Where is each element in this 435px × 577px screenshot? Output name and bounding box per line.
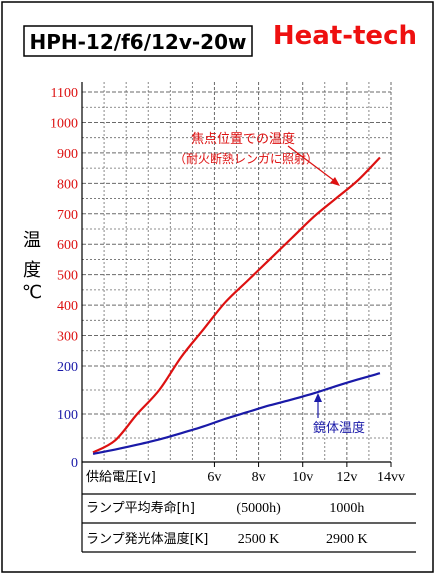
series-line-body-temperature (92, 372, 381, 455)
table-cell: 2500 K (238, 532, 280, 547)
y-axis-label: 温度℃ (22, 230, 42, 303)
model-title-box (23, 25, 253, 57)
y-tick-label: 1000 (50, 116, 78, 131)
x-tick-label: 14vv (377, 470, 405, 485)
annotations: 焦点位置での温度 （耐火断熱レンガに照射） 鏡体温度 (174, 131, 365, 436)
y-axis-label-char: 度 (23, 260, 41, 281)
series-label-body-temperature: 鏡体温度 (313, 420, 365, 436)
x-tick-label: 12v (336, 470, 357, 485)
y-tick-label: 1100 (51, 86, 78, 101)
table-row-label: 供給電圧[v] (86, 470, 156, 485)
y-tick-label: 700 (57, 208, 78, 223)
x-tick-label: 10v (292, 470, 313, 485)
y-tick-label: 400 (57, 299, 78, 314)
brand-logo-text: Heat-tech (273, 21, 417, 51)
series-sublabel-focus-temperature: （耐火断熱レンガに照射） (174, 151, 318, 166)
series-lines (92, 156, 381, 455)
bottom-table: 供給電圧[v] 6v 8v 10v 12v 14vv ランプ平均寿命[h] (5000h) 10… (81, 462, 416, 553)
table-row-label: ランプ平均寿命[h] (86, 500, 195, 516)
y-tick-label: 300 (57, 330, 78, 345)
annotation-arrowhead (314, 393, 322, 402)
axes (81, 82, 391, 463)
y-tick-label: 0 (71, 456, 78, 471)
y-axis-label-char: 温 (23, 230, 41, 251)
annotation-arrow-line (287, 145, 337, 183)
y-tick-label: 900 (57, 147, 78, 162)
y-tick-label: 600 (57, 238, 78, 253)
annotation-arrowhead (330, 177, 340, 186)
y-axis-label-char: ℃ (22, 282, 42, 303)
y-tick-label: 100 (57, 408, 78, 423)
y-tick-label: 200 (57, 360, 78, 375)
series-line-focus-temperature (92, 156, 381, 454)
grid-lines (82, 82, 392, 462)
y-tick-label: 500 (57, 269, 78, 284)
table-cell: 2900 K (326, 532, 368, 547)
table-cell: 1000h (329, 501, 364, 516)
table-cell: (5000h) (236, 501, 281, 516)
series-label-focus-temperature: 焦点位置での温度 (191, 131, 295, 147)
model-title: HPH-12/f6/12v-20w (30, 30, 247, 54)
y-tick-label: 800 (57, 177, 78, 192)
x-tick-label: 6v (207, 470, 221, 485)
x-tick-label: 8v (252, 470, 266, 485)
table-row-label: ランプ発光体温度[K] (86, 531, 208, 547)
